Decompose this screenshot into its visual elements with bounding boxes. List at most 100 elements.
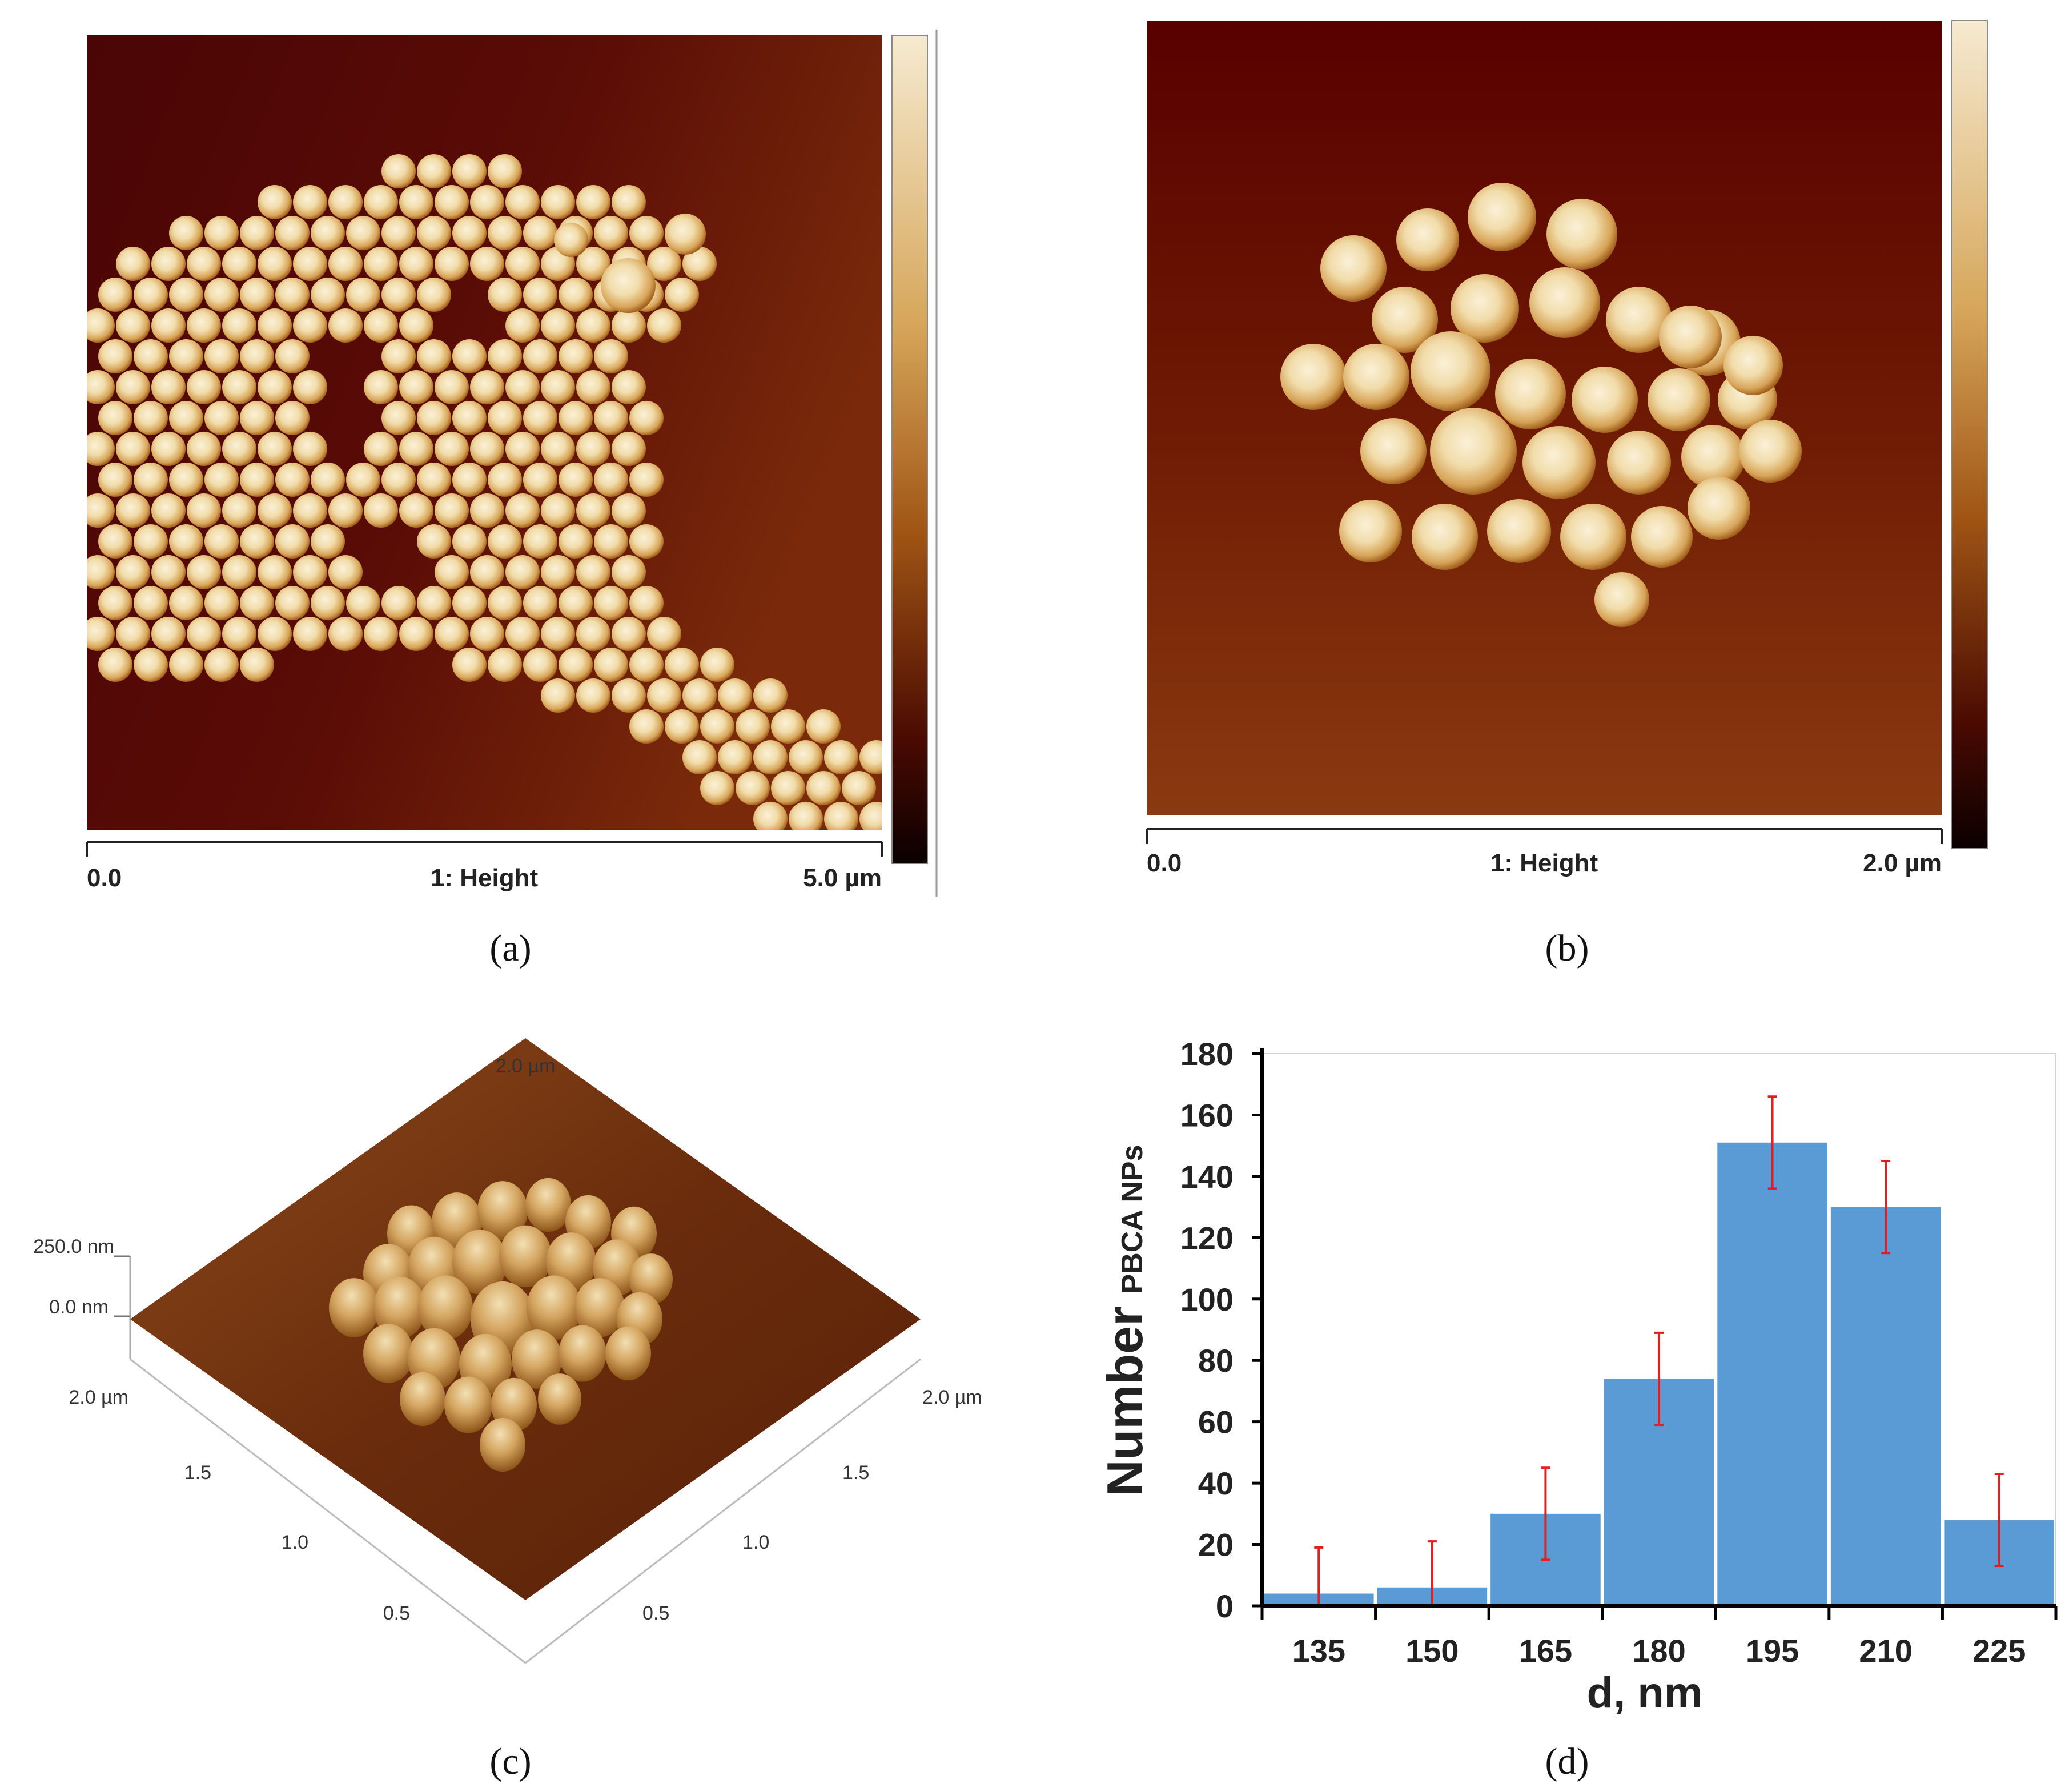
particle <box>399 432 433 466</box>
particle <box>559 463 593 497</box>
particle <box>470 185 504 219</box>
particle <box>523 278 557 312</box>
particle <box>417 524 451 559</box>
caption-c: (c) <box>489 1741 531 1782</box>
particle <box>293 247 327 281</box>
particle <box>559 524 593 559</box>
y-axis-title: Number PBCA NPs <box>1096 1144 1153 1496</box>
particle <box>1396 208 1459 271</box>
particle <box>222 493 256 528</box>
particle <box>541 308 575 343</box>
particle <box>204 401 239 435</box>
particle <box>629 648 664 682</box>
y-axis-title-main: Number <box>1096 1307 1153 1497</box>
particle <box>554 223 588 257</box>
particle <box>204 586 239 620</box>
particle <box>364 432 398 466</box>
particle <box>523 524 557 559</box>
error-bar <box>1767 1095 1777 1190</box>
particle <box>1468 183 1536 251</box>
scale-end-b: 2.0 µm <box>1863 849 1942 877</box>
particle <box>435 493 469 528</box>
particle <box>629 1253 673 1305</box>
particle <box>559 586 593 620</box>
panel-b: 0.0 1: Height 2.0 µm (b) <box>1146 20 1988 969</box>
particle <box>576 185 610 219</box>
particle <box>594 524 628 559</box>
particle <box>612 308 646 343</box>
particle <box>629 216 664 250</box>
particle <box>293 617 327 651</box>
particle <box>753 802 788 830</box>
particle <box>527 1275 581 1340</box>
particle <box>381 154 416 188</box>
particle <box>470 617 504 651</box>
particle <box>665 214 706 255</box>
x-tick-label: 195 <box>1746 1633 1799 1669</box>
particle <box>222 370 256 404</box>
particle <box>612 678 646 713</box>
particle <box>1659 306 1722 368</box>
back-axis-label: 2.0 µm <box>496 1055 556 1077</box>
particle <box>612 432 646 466</box>
particle <box>346 278 380 312</box>
scale-end-a: 5.0 µm <box>803 864 882 892</box>
particle <box>488 401 522 435</box>
particle <box>523 648 557 682</box>
particle <box>87 555 115 589</box>
particle <box>753 740 788 774</box>
particle <box>576 370 610 404</box>
particle <box>629 401 664 435</box>
particle <box>151 493 186 528</box>
caption-d: (d) <box>1545 1741 1589 1782</box>
particle <box>470 247 504 281</box>
error-bar <box>1881 1160 1891 1255</box>
particle <box>824 802 858 830</box>
particle <box>134 339 168 373</box>
particle <box>806 771 841 805</box>
particle <box>576 247 610 281</box>
particle <box>435 555 469 589</box>
y-tick-label: 120 <box>1180 1220 1234 1256</box>
particle <box>222 617 256 651</box>
particle <box>311 278 345 312</box>
particle <box>594 401 628 435</box>
particle <box>682 740 717 774</box>
y-tick-label: 160 <box>1180 1097 1234 1133</box>
particle <box>541 678 575 713</box>
particle <box>480 1417 525 1472</box>
particle <box>647 308 681 343</box>
particle <box>505 617 540 651</box>
particle <box>682 678 717 713</box>
color-scale-bar-b <box>1951 20 1988 849</box>
scale-label-a: 1: Height <box>431 864 539 892</box>
particle <box>258 617 292 651</box>
particle <box>151 617 186 651</box>
particle <box>435 617 469 651</box>
particle <box>169 339 203 373</box>
particle <box>1688 477 1750 540</box>
particle <box>98 278 132 312</box>
particle <box>612 185 646 219</box>
particle <box>771 771 805 805</box>
particle <box>470 432 504 466</box>
panel-c: 250.0 nm 0.0 nm 2.0 µm 1.5 1.0 0.5 2.0 µ… <box>33 1038 982 1782</box>
particle <box>1522 426 1596 499</box>
particle <box>505 432 540 466</box>
particle <box>364 493 398 528</box>
particle <box>399 493 433 528</box>
particle <box>169 401 203 435</box>
particle <box>718 740 752 774</box>
particle <box>187 432 221 466</box>
left-axis-3d: 2.0 µm 1.5 1.0 0.5 <box>69 1387 410 1624</box>
particle <box>1320 235 1387 302</box>
particle <box>1343 344 1409 410</box>
right-axis-label: 1.0 <box>742 1532 769 1553</box>
particle <box>169 463 203 497</box>
color-scale-bar-a <box>891 35 928 864</box>
particle <box>134 463 168 497</box>
particle <box>505 370 540 404</box>
particle <box>594 339 628 373</box>
z-top-label: 250.0 nm <box>33 1236 114 1257</box>
particle <box>505 185 540 219</box>
